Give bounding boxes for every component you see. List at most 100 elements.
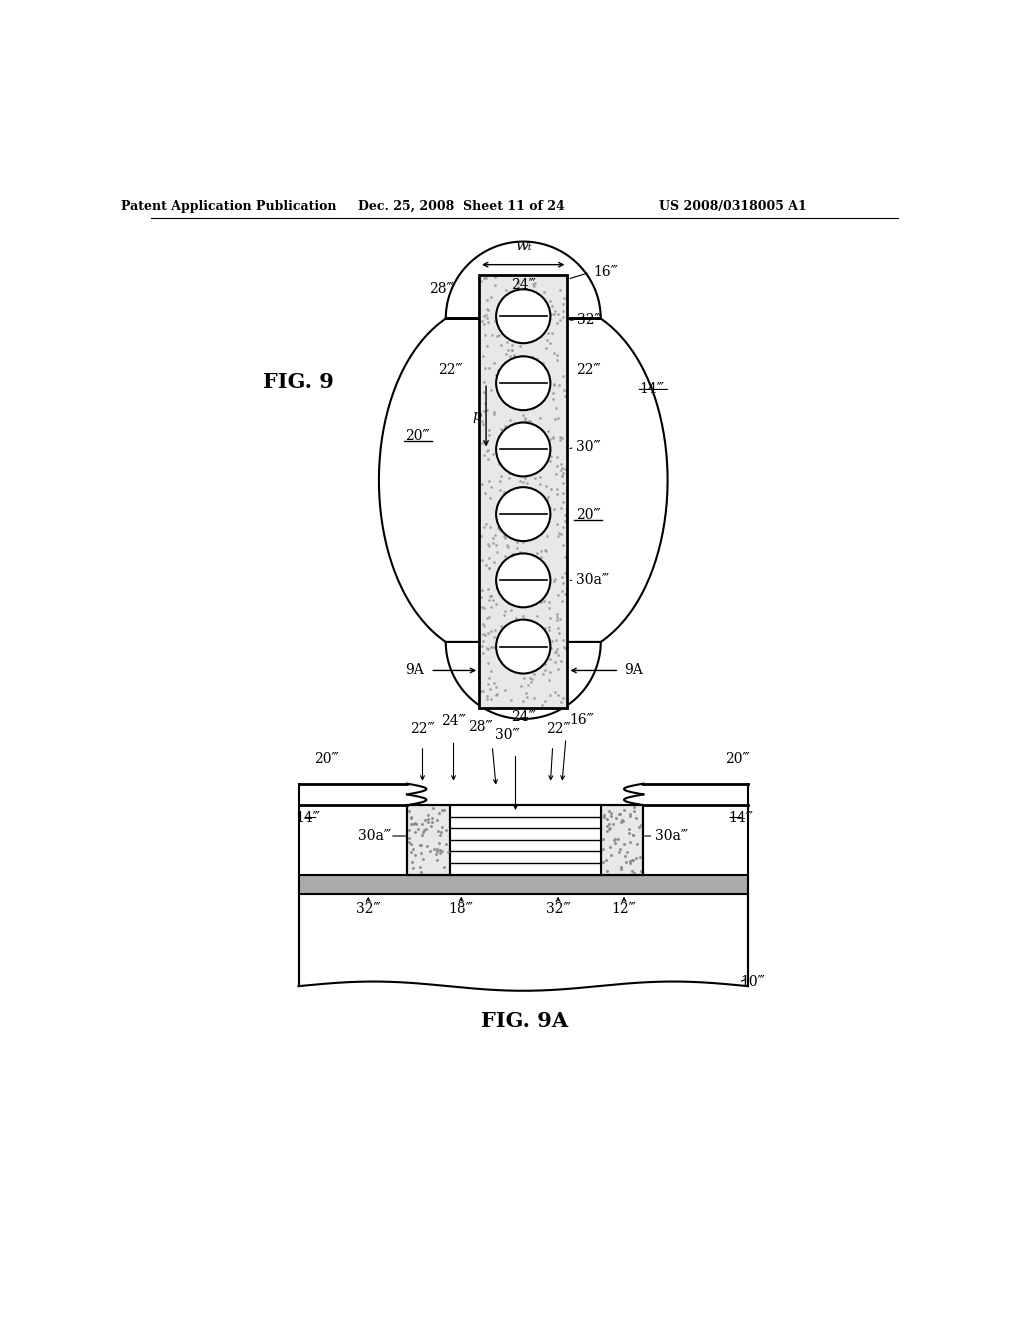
- Point: [614, 810, 631, 832]
- Point: [486, 404, 503, 425]
- Point: [598, 849, 614, 870]
- Point: [519, 370, 536, 391]
- Point: [413, 861, 429, 882]
- Point: [478, 685, 495, 706]
- Point: [510, 581, 526, 602]
- Point: [518, 375, 535, 396]
- Point: [435, 800, 452, 821]
- Point: [520, 548, 537, 569]
- Point: [549, 639, 565, 660]
- Point: [521, 668, 538, 689]
- Point: [515, 436, 531, 457]
- Point: [497, 601, 513, 622]
- Point: [489, 359, 506, 380]
- Point: [408, 813, 424, 834]
- Point: [529, 574, 546, 595]
- Text: 22‴: 22‴: [438, 363, 463, 378]
- Bar: [601, 805, 643, 875]
- Point: [624, 849, 640, 870]
- Point: [516, 587, 532, 609]
- Point: [624, 861, 640, 882]
- Point: [516, 657, 532, 678]
- Point: [531, 648, 548, 669]
- Point: [488, 364, 505, 385]
- Point: [482, 636, 499, 657]
- Point: [480, 557, 497, 578]
- Point: [527, 467, 544, 488]
- Text: 18‴: 18‴: [449, 902, 474, 916]
- Point: [419, 836, 435, 857]
- Text: Patent Application Publication: Patent Application Publication: [121, 199, 337, 213]
- Point: [594, 851, 610, 873]
- Point: [483, 688, 500, 709]
- Point: [611, 838, 628, 859]
- Point: [512, 541, 528, 562]
- Point: [498, 343, 514, 364]
- Point: [434, 841, 451, 862]
- Point: [438, 833, 455, 854]
- Point: [622, 851, 638, 873]
- Point: [531, 408, 548, 429]
- Point: [531, 440, 548, 461]
- Point: [544, 631, 560, 652]
- Point: [420, 809, 436, 830]
- Point: [479, 300, 496, 321]
- Point: [606, 829, 623, 850]
- Point: [474, 346, 490, 367]
- Point: [474, 413, 490, 434]
- Point: [526, 553, 543, 574]
- Point: [477, 392, 494, 413]
- Point: [551, 375, 567, 396]
- Point: [419, 804, 435, 825]
- Point: [610, 842, 627, 863]
- Point: [527, 502, 544, 523]
- Point: [543, 446, 559, 467]
- Point: [407, 845, 423, 866]
- Point: [476, 616, 493, 638]
- Point: [479, 400, 496, 421]
- Point: [481, 536, 498, 557]
- Point: [404, 838, 421, 859]
- Point: [551, 523, 567, 544]
- Point: [402, 841, 419, 862]
- Text: 30‴: 30‴: [496, 729, 520, 742]
- Point: [414, 813, 430, 834]
- Point: [541, 669, 557, 690]
- Point: [614, 809, 631, 830]
- Point: [546, 375, 562, 396]
- Point: [549, 513, 565, 535]
- Point: [535, 451, 551, 473]
- Point: [473, 473, 489, 494]
- Point: [481, 470, 498, 491]
- Point: [506, 363, 522, 384]
- Point: [542, 429, 558, 450]
- Point: [416, 820, 432, 841]
- Point: [483, 286, 500, 308]
- Point: [531, 467, 548, 488]
- Point: [555, 491, 571, 512]
- Point: [523, 672, 540, 693]
- Point: [550, 659, 566, 680]
- Point: [515, 346, 531, 367]
- Point: [520, 576, 537, 597]
- Point: [476, 400, 493, 421]
- Point: [429, 821, 445, 842]
- Point: [542, 333, 558, 354]
- Point: [474, 635, 490, 656]
- Point: [541, 508, 557, 529]
- Point: [529, 348, 546, 370]
- Point: [429, 850, 445, 871]
- Point: [517, 347, 534, 368]
- Point: [615, 834, 632, 855]
- Point: [549, 685, 565, 706]
- Point: [536, 590, 552, 611]
- Point: [504, 581, 520, 602]
- Point: [518, 449, 535, 470]
- Point: [511, 508, 527, 529]
- Point: [536, 451, 552, 473]
- Point: [596, 807, 612, 828]
- Point: [481, 678, 498, 700]
- Point: [526, 591, 543, 612]
- Point: [557, 385, 573, 407]
- Point: [516, 578, 532, 599]
